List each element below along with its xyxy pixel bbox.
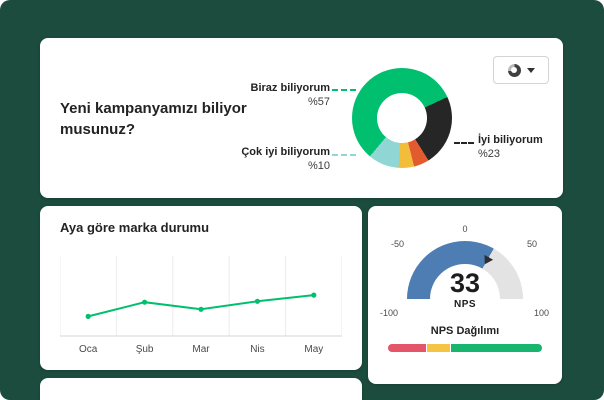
distribution-segment-passives: [427, 344, 450, 352]
partial-card: [40, 378, 362, 400]
callout-connector-biraz: [332, 89, 356, 91]
month-label: Oca: [79, 344, 98, 355]
callout-biraz-biliyorum: Biraz biliyorum %57: [251, 82, 330, 108]
gauge-tick: 50: [526, 239, 537, 249]
month-label: Şub: [135, 344, 154, 355]
month-label: Nis: [250, 344, 265, 355]
nps-value: 33: [449, 268, 481, 298]
nps-unit-label: NPS: [453, 299, 477, 310]
gauge-tick: 0: [462, 224, 468, 234]
brand-card-title: Aya göre marka durumu: [60, 220, 210, 235]
callout-label: Çok iyi biliyorum: [241, 146, 330, 158]
callout-percent: %23: [478, 148, 501, 160]
callout-percent: %57: [307, 96, 330, 108]
gauge-tick: -50: [391, 239, 405, 249]
donut-chart: [352, 68, 452, 168]
survey-question: Yeni kampanyamızı biliyor musunuz?: [60, 100, 247, 138]
callout-percent: %10: [307, 160, 330, 172]
survey-question-card: Yeni kampanyamızı biliyor musunuz? Biraz…: [40, 38, 563, 198]
chart-type-dropdown[interactable]: [493, 56, 549, 84]
distribution-segment-detractors: [388, 344, 426, 352]
gauge-tick-min: -100: [380, 308, 399, 318]
donut-hole: [377, 93, 427, 143]
donut-chart-icon: [507, 63, 521, 77]
callout-iyi-biliyorum: İyi biliyorum %23: [478, 134, 543, 160]
callout-label: Biraz biliyorum: [250, 82, 330, 94]
nps-distribution-title: NPS Dağılımı: [430, 325, 500, 337]
month-label: May: [304, 344, 324, 355]
gauge-tick-max: 100: [533, 308, 549, 318]
distribution-segment-promoters: [450, 344, 542, 352]
callout-connector-iyi: [454, 142, 474, 144]
brand-status-card: Aya göre marka durumu Oca Şub Mar Nis Ma…: [40, 206, 362, 370]
callout-label: İyi biliyorum: [478, 134, 543, 146]
nps-distribution-bar: [388, 344, 542, 352]
month-axis: Oca Şub Mar Nis May: [60, 344, 342, 355]
nps-gauge-card: -100 -50 0 50 100 33 NPS NPS Dağılımı: [368, 206, 562, 384]
brand-line-chart: [60, 256, 342, 337]
chevron-down-icon: [526, 67, 535, 73]
callout-cok-iyi-biliyorum: Çok iyi biliyorum %10: [241, 146, 330, 172]
callout-connector-cok-iyi: [332, 154, 356, 156]
month-label: Mar: [192, 344, 210, 355]
nps-gauge: [407, 241, 523, 299]
